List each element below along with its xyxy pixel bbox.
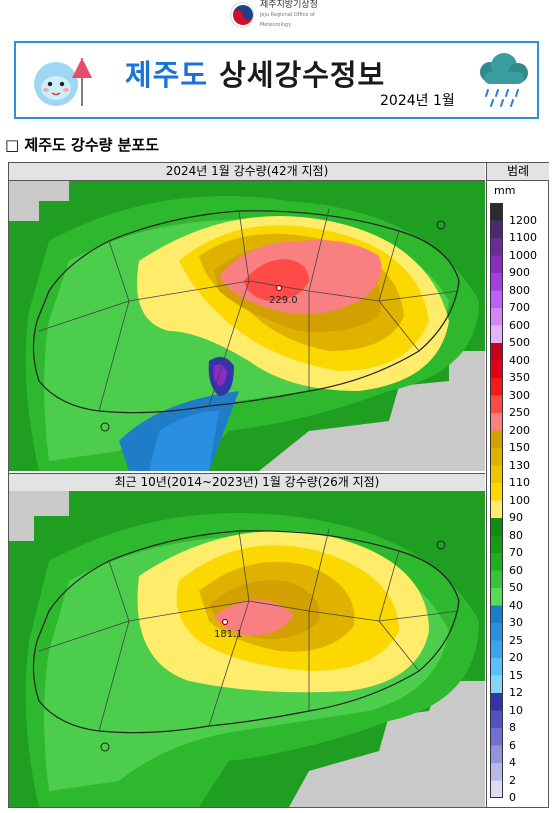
- section-title: □ 제주도 강수량 분포도: [5, 136, 160, 154]
- mascot-icon: [34, 58, 92, 106]
- legend-tick-label: 800: [509, 283, 530, 297]
- legend-tick-label: 0: [509, 791, 516, 804]
- legend-swatch: [490, 605, 503, 624]
- legend-tick-label: 50: [509, 581, 523, 594]
- org-name-en: Jeju Regional Office of Meteorology: [259, 12, 315, 28]
- title-region: 제주도: [125, 58, 209, 92]
- legend-swatch: [490, 273, 503, 291]
- legend-tick-label: 1200: [509, 213, 537, 227]
- legend-swatch: [490, 763, 503, 781]
- legend-tick-label: 1000: [509, 248, 537, 262]
- legend-tick-label: 6: [509, 738, 516, 752]
- rain-cloud-icon: [480, 53, 528, 107]
- legend-tick-label: 700: [509, 301, 530, 314]
- legend-tick-label: 150: [509, 441, 530, 454]
- legend-swatch: [490, 553, 503, 571]
- precip-map-2024: 229.0: [9, 181, 485, 471]
- legend-swatch: [490, 343, 503, 361]
- map-frame: [8, 162, 549, 808]
- legend-tick-label: 4: [509, 756, 516, 769]
- legend-color-bar: [490, 203, 503, 798]
- map2-header: 최근 10년(2014~2023년) 1월 강수량(26개 지점): [9, 473, 485, 492]
- legend-swatch: [490, 413, 503, 431]
- legend-tick-label: 1100: [509, 231, 537, 244]
- legend-swatch: [490, 308, 503, 326]
- legend-tick-label: 110: [509, 476, 530, 489]
- legend-swatch: [490, 448, 503, 466]
- legend-tick-label: 15: [509, 668, 523, 682]
- legend-tick-label: 2: [509, 773, 516, 787]
- legend-tick-label: 600: [509, 318, 530, 332]
- legend-tick-label: 30: [509, 616, 523, 629]
- island-outline: [32, 210, 460, 414]
- legend-tick-label: 40: [509, 598, 523, 612]
- legend-swatch: [490, 220, 503, 239]
- legend-column: [486, 181, 549, 807]
- precip-map-normal: 181.1: [9, 491, 485, 807]
- max-station-label: 229.0: [269, 295, 298, 306]
- legend-swatch: [490, 360, 503, 379]
- legend-swatch: [490, 290, 503, 309]
- legend-tick-label: 130: [509, 458, 530, 472]
- legend-swatch: [490, 500, 503, 519]
- island-outline: [32, 530, 460, 734]
- legend-swatch: [490, 658, 503, 676]
- legend-tick-label: 12: [509, 686, 523, 699]
- legend-swatch: [490, 395, 503, 414]
- legend-swatch: [490, 640, 503, 659]
- banner-date: 2024년 1월: [380, 93, 455, 109]
- legend-swatch: [490, 483, 503, 501]
- legend-swatch: [490, 325, 503, 344]
- legend-tick-label: 10: [509, 703, 523, 717]
- org-logo: 제주지방기상청 Jeju Regional Office of Meteorol…: [230, 0, 340, 30]
- legend-unit: mm: [494, 184, 516, 197]
- legend-swatch: [490, 430, 503, 449]
- legend-swatch: [490, 745, 503, 764]
- legend-swatch: [490, 238, 503, 256]
- max-station-label: 181.1: [214, 629, 243, 640]
- banner-title: 제주도 상세강수정보: [125, 52, 385, 94]
- legend-tick-label: 900: [509, 266, 530, 279]
- title-main: 상세강수정보: [219, 58, 386, 92]
- legend-tick-label: 70: [509, 546, 523, 559]
- legend-tick-label: 200: [509, 423, 530, 437]
- legend-swatch: [490, 588, 503, 606]
- legend-swatch: [490, 378, 503, 396]
- legend-tick-label: 20: [509, 651, 523, 664]
- legend-swatch: [490, 465, 503, 484]
- legend-swatch: [490, 203, 503, 221]
- legend-tick-label: 25: [509, 633, 523, 647]
- legend-tick-label: 90: [509, 511, 523, 524]
- title-banner: [14, 41, 539, 119]
- legend-tick-label: 250: [509, 406, 530, 419]
- legend-tick-label: 60: [509, 563, 523, 577]
- legend-header: 범례: [486, 163, 549, 181]
- legend-swatch: [490, 570, 503, 589]
- legend-tick-label: 80: [509, 528, 523, 542]
- legend-tick-label: 500: [509, 336, 530, 349]
- legend-tick-label: 300: [509, 388, 530, 402]
- legend-swatch: [490, 728, 503, 746]
- legend-swatch: [490, 255, 503, 274]
- max-station-marker: [221, 618, 229, 626]
- legend-swatch: [490, 623, 503, 641]
- legend-swatch: [490, 780, 503, 798]
- legend-tick-label: 400: [509, 353, 530, 367]
- map1-header: 2024년 1월 강수량(42개 지점): [9, 163, 485, 181]
- legend-tick-label: 350: [509, 371, 530, 384]
- emblem-icon: [230, 2, 254, 28]
- legend-swatch: [490, 535, 503, 554]
- legend-swatch: [490, 710, 503, 729]
- legend-tick-label: 100: [509, 493, 530, 507]
- legend-swatch: [490, 675, 503, 694]
- max-station-marker: [275, 284, 283, 292]
- legend-swatch: [490, 518, 503, 536]
- legend-swatch: [490, 693, 503, 711]
- legend-tick-label: 8: [509, 721, 516, 734]
- org-name: 제주지방기상청 Jeju Regional Office of Meteorol…: [260, 0, 340, 30]
